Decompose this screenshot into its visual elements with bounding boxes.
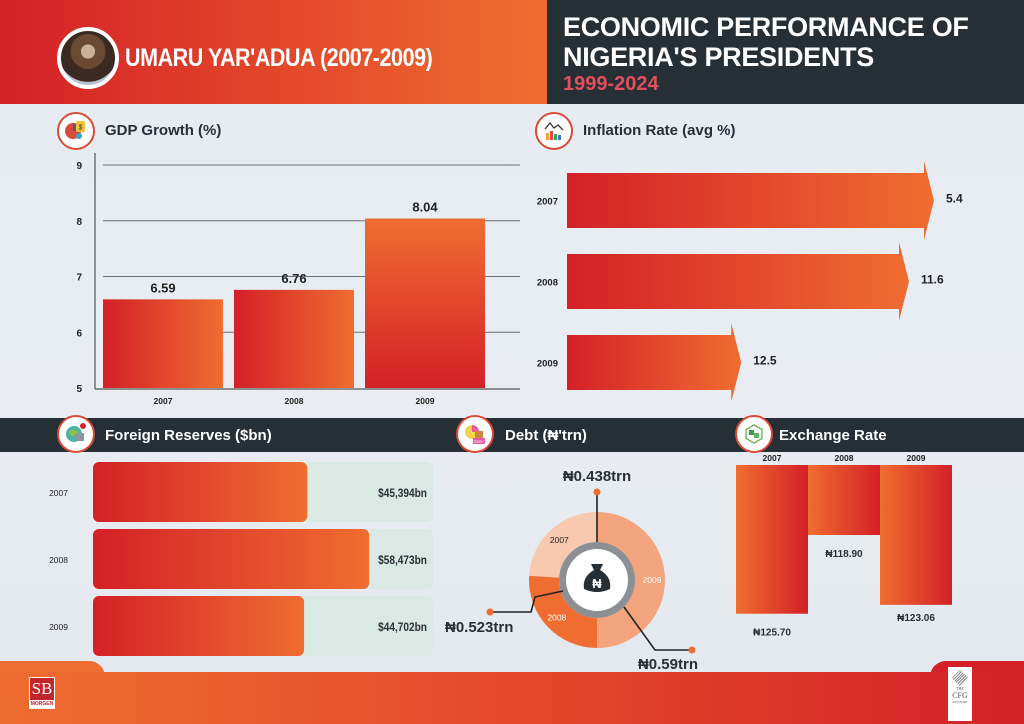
reserve-year-label: 2009 [49,622,68,632]
gdp-chart-icon: $ [57,112,95,150]
x-tick-label: 2008 [285,396,304,406]
reserves-globe-icon [57,415,95,453]
x-tick-label: 2009 [416,396,435,406]
exchange-cubes-icon [735,415,773,453]
exchange-value-label: ₦123.06 [897,613,935,624]
sb-morgen-logo: SB MORGEN [29,677,55,709]
gdp-value-label: 6.59 [150,280,175,295]
y-tick-label: 7 [76,273,82,284]
exchange-bar-2007 [736,465,808,614]
gdp-section-title: GDP Growth (%) [105,122,222,139]
cfg-logo-line2: ADVISORY [952,700,968,704]
reserve-value-label: $45,394bn [378,487,427,500]
cfg-logo-line1: THE [956,686,964,691]
exchange-year-label: 2007 [763,453,782,463]
exchange-bar-2009 [880,465,952,605]
reserve-bar-2008 [93,529,370,589]
footer-banner [0,672,1024,724]
x-tick-label: 2007 [154,396,173,406]
title-panel [544,0,1024,104]
leader-dot-2007 [486,608,494,616]
title-line-2: NIGERIA'S PRESIDENTS [563,42,874,72]
reserve-year-label: 2008 [49,555,68,565]
leader-dot-2009 [593,488,601,496]
debt-value-label-2007: ₦0.523trn [445,619,513,636]
debt-section-title: Debt (₦'trn) [505,427,587,444]
reserves-section-title: Foreign Reserves ($bn) [105,427,272,444]
president-photo [57,27,119,89]
reserves-chart: 2007 $45,394bn 2008 $58,473bn 2009 $44,702bn [49,462,433,656]
exchange-year-label: 2009 [907,453,926,463]
exchange-section-title: Exchange Rate [779,427,887,444]
title-line-1: ECONOMIC PERFORMANCE OF [563,12,969,42]
debt-chart: 2009 2008 2007 ₦ ₦0.438trn ₦0.59trn ₦0.523trn [445,468,698,670]
gdp-bar-2008 [234,289,354,388]
debt-value-label-2009: ₦0.438trn [563,468,631,485]
exchange-bar-2008 [808,465,880,535]
debt-year-label: 2009 [643,575,662,585]
leader-dot-2008 [688,646,696,654]
debt-year-label: 2007 [550,535,569,545]
main-title: ECONOMIC PERFORMANCE OF NIGERIA'S PRESID… [563,12,969,72]
debt-value-label-2008: ₦0.59trn [638,656,698,670]
debt-pie-icon: DEBT [456,415,494,453]
debt-slice-2008 [529,575,597,648]
leader-2007 [490,590,564,613]
reserve-year-label: 2007 [49,488,68,498]
gdp-bar-2009 [365,218,485,388]
svg-text:$: $ [79,125,83,132]
reserve-value-label: $44,702bn [378,621,427,634]
cfg-advisory-logo: THE CFG ADVISORY [948,667,972,721]
exchange-value-label: ₦118.90 [825,549,863,560]
debt-year-label: 2008 [547,613,566,623]
inflation-value-label: 12.5 [753,354,777,368]
inflation-value-label: 5.4 [946,192,963,206]
exchange-year-label: 2008 [835,453,854,463]
naira-symbol: ₦ [592,576,602,591]
inflation-chart-icon [535,112,573,150]
reserve-bar-2009 [93,596,305,656]
inflation-bar-2009 [567,323,742,400]
sb-logo-text: MORGEN [30,700,54,708]
president-name: UMARU YAR'ADUA (2007-2009) [125,44,433,72]
leader-2008 [623,606,692,651]
debt-slice-2009 [597,512,665,648]
cfg-logo-mark: CFG [952,691,968,700]
sb-logo-mark: SB [31,679,53,698]
money-bag-naira-icon [583,564,611,592]
inflation-year-label: 2007 [537,197,558,208]
inflation-bar-2007 [567,161,934,240]
gdp-bar-2007 [103,299,223,388]
y-tick-label: 9 [76,161,82,172]
debt-slice-2007 [529,512,597,578]
inflation-value-label: 11.6 [921,273,944,287]
gdp-chart: 5 6 7 8 9 6.59 2007 6.76 2008 8.04 2009 [76,153,520,406]
title-years: 1999-2024 [563,73,659,95]
cfg-logo-diamond-icon [951,669,969,687]
exchange-value-label: ₦125.70 [753,628,791,639]
inflation-year-label: 2008 [537,278,558,289]
y-tick-label: 6 [76,328,82,339]
inflation-year-label: 2009 [537,359,558,370]
svg-text:DEBT: DEBT [474,439,485,444]
inflation-chart: 2007 5.4 2008 11.6 2009 12.5 [537,161,963,400]
exchange-chart: 2007 ₦125.70 2008 ₦118.90 2009 ₦123.06 [736,453,952,639]
gdp-value-label: 8.04 [412,200,438,215]
y-tick-label: 8 [76,217,82,228]
bottom-section-band [0,418,1024,452]
reserve-value-label: $58,473bn [378,554,427,567]
y-tick-label: 5 [76,384,82,395]
gdp-value-label: 6.76 [281,271,306,286]
inflation-bar-2008 [567,242,910,321]
reserve-bar-2007 [93,462,308,522]
inflation-section-title: Inflation Rate (avg %) [583,122,736,139]
